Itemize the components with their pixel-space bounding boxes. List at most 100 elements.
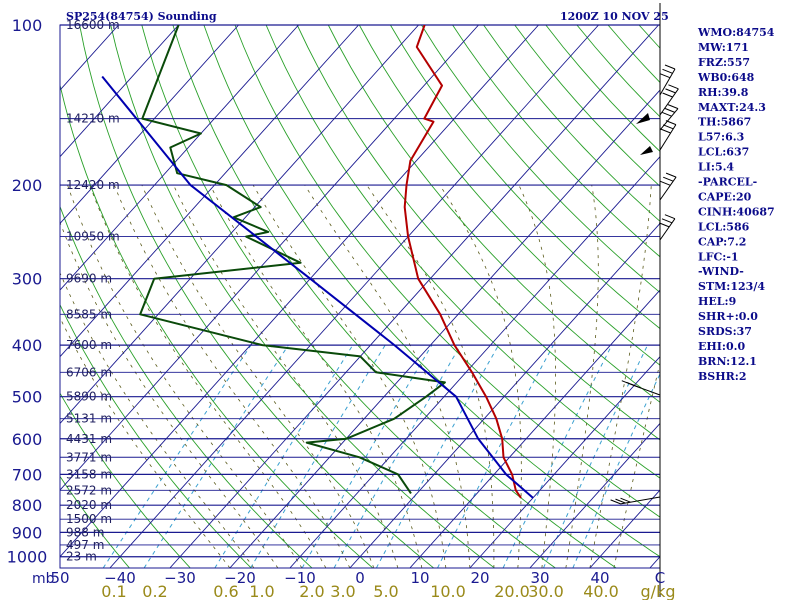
isotherm-line [60,25,479,491]
dry-adiabat [79,25,434,568]
sounding-index: TH:5867 [698,116,751,129]
height-label: 9690 m [66,272,112,286]
wind-barb-flag [665,120,677,126]
height-label: 23 m [66,550,97,564]
moist-adiabat [589,185,652,568]
height-label: 16600 m [66,18,120,32]
moist-adiabat [141,184,375,568]
isotherm-line [60,25,179,158]
mixing-ratio-label: 2.0 [299,582,324,600]
moist-adiabat [89,184,327,568]
pressure-label: 300 [12,270,43,289]
wind-barb-flag [620,497,631,503]
mixing-ratio-line [102,344,252,568]
moist-adiabat [60,271,255,568]
pressure-unit-label: mb [32,571,55,587]
temperature-tick-label: 0 [355,569,365,587]
wind-barb-flag [610,499,621,505]
dry-adiabat [576,25,660,118]
mixing-ratio-label: 20.0 [494,582,530,600]
temperature-tick-label: 30 [530,569,549,587]
height-label: 7600 m [66,338,112,352]
mixing-ratio-label: 3.0 [330,582,355,600]
mixing-ratio-line [143,344,289,568]
moist-adiabat [518,184,556,568]
dry-adiabat [296,25,660,441]
sounding-index: MAXT:24.3 [698,101,766,114]
temperature-tick-label: 10 [410,569,429,587]
mixing-ratio-line [375,344,500,568]
mixing-ratio-line [214,344,354,568]
sounding-traces [101,25,534,499]
dry-adiabat [60,303,252,568]
pressure-label: 900 [12,523,43,542]
wind-barb [659,176,677,201]
dry-adiabat [203,25,660,558]
wind-barb-flag [631,383,642,389]
wind-barb [659,108,679,131]
sounding-index: -WIND- [698,265,744,278]
wind-barb-flag [663,124,674,130]
dry-adiabat [60,392,191,568]
moist-adiabat [113,184,351,568]
dry-adiabat [327,25,660,403]
dry-adiabat [141,25,556,568]
mixing-ratio-label: 1.0 [249,582,274,600]
sounding-index: STM:123/4 [698,280,765,293]
isotherm-line [289,156,660,568]
wind-barb-flag [664,64,676,70]
pressure-label: 100 [12,16,43,35]
sounding-index: LFC:-1 [698,250,739,263]
isotherm-line [60,25,539,558]
sounding-index: BRN:12.1 [698,355,757,368]
moist-adiabat [304,184,471,568]
sounding-index: SHR+:0.0 [698,310,758,323]
wind-barb-flag [615,498,626,504]
sounding-index: RH:39.8 [698,86,749,99]
temperature-tick-label: C [655,569,665,587]
wind-barb-flag [660,180,671,186]
height-label: 8585 m [66,307,112,321]
wind-barb-flag [665,88,676,94]
isotherm-line [60,25,299,291]
moist-adiabat [613,360,660,568]
wind-barb-flag [661,111,672,117]
plot-area [60,25,660,568]
pressure-label: 700 [12,465,43,484]
pressure-label: 600 [12,430,43,449]
thermo-background [59,24,661,569]
wind-barb [620,496,661,505]
moist-adiabat [60,221,279,568]
moist-adiabat [366,184,495,568]
moist-adiabat [60,316,231,568]
sounding-index: WB0:648 [697,71,755,84]
isotherm-line [409,289,660,568]
mixing-ratio-label: 30.0 [528,582,564,600]
moist-adiabat [173,184,399,568]
temperature-tick-label: −10 [284,569,316,587]
mixing-ratio-line [543,344,649,568]
moist-adiabat [67,184,303,568]
height-label: 10950 m [66,230,120,244]
sounding-index: L57:6.3 [698,131,744,144]
sounding-index: LI:5.4 [698,161,734,174]
sounding-index: CAP:7.2 [698,235,746,248]
isotherm-line [529,422,660,568]
dry-adiabat [60,205,313,568]
sounding-index: MW:171 [698,41,749,54]
temperature-tick-label: 50 [50,569,69,587]
isotherm-line [60,25,359,358]
sounding-index: LCL:586 [698,220,750,233]
height-label: 2572 m [66,483,112,497]
pressure-label: 1000 [7,548,48,567]
moist-adiabat [439,184,522,568]
mixing-ratio-label: 0.2 [142,582,167,600]
sounding-index: WMO:84754 [697,26,775,39]
height-label: 5131 m [66,412,112,426]
series-temperature [403,25,522,499]
wind-barb-flag [667,104,679,110]
mixing-ratio-label: 0.6 [213,582,238,600]
